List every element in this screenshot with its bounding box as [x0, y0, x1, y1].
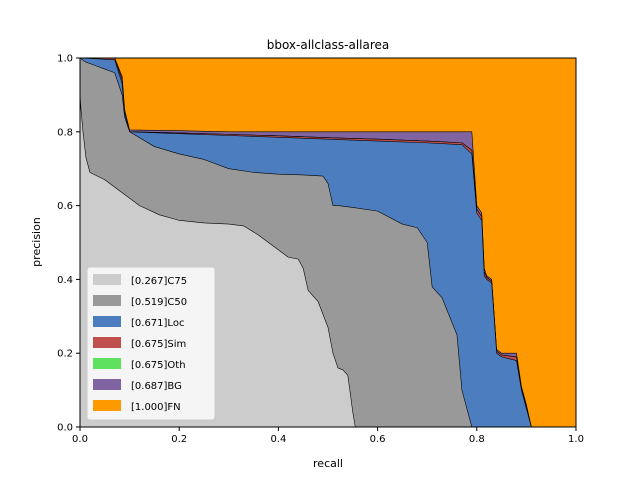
y-tick-label: 0.4	[57, 275, 73, 286]
legend-swatch-fn	[93, 400, 121, 411]
axes: 0.0 0.2 0.4 0.6 0.8 1.0 0.0 0.2 0.4 0.6 0.8 1.0	[57, 54, 584, 446]
x-tick-label: 0.6	[370, 434, 386, 445]
x-tick-label: 1.0	[568, 434, 584, 445]
legend-label-c75: [0.267]C75	[131, 276, 187, 287]
legend-swatch-bg	[93, 379, 121, 390]
legend: [0.267]C75 [0.519]C50 [0.671]Loc [0.675]Sim…	[86, 266, 216, 421]
legend-label-fn: [1.000]FN	[131, 402, 181, 413]
plot-frame	[79, 57, 577, 428]
legend-label-bg: [0.687]BG	[131, 381, 182, 392]
x-tick-label: 0.4	[270, 434, 286, 445]
legend-swatch-c50	[93, 295, 121, 306]
legend-label-sim: [0.675]Sim	[131, 339, 186, 350]
y-tick-label: 0.0	[57, 423, 73, 434]
legend-label-c50: [0.519]C50	[131, 297, 187, 308]
x-tick-label: 0.8	[469, 434, 485, 445]
y-tick-label: 0.8	[57, 127, 73, 138]
x-axis-label: recall	[313, 457, 343, 470]
legend-swatch-c75	[93, 274, 121, 285]
x-tick-label: 0.0	[72, 434, 88, 445]
y-tick-label: 0.6	[57, 201, 73, 212]
legend-swatch-oth	[93, 358, 121, 369]
legend-label-oth: [0.675]Oth	[131, 360, 186, 371]
x-tick-label: 0.2	[171, 434, 187, 445]
legend-swatch-loc	[93, 316, 121, 327]
legend-label-loc: [0.671]Loc	[131, 318, 184, 329]
y-axis-label: precision	[30, 217, 43, 267]
legend-swatch-sim	[93, 337, 121, 348]
chart-title: bbox-allclass-allarea	[267, 38, 390, 52]
y-tick-label: 0.2	[57, 349, 73, 360]
y-tick-label: 1.0	[57, 54, 73, 65]
